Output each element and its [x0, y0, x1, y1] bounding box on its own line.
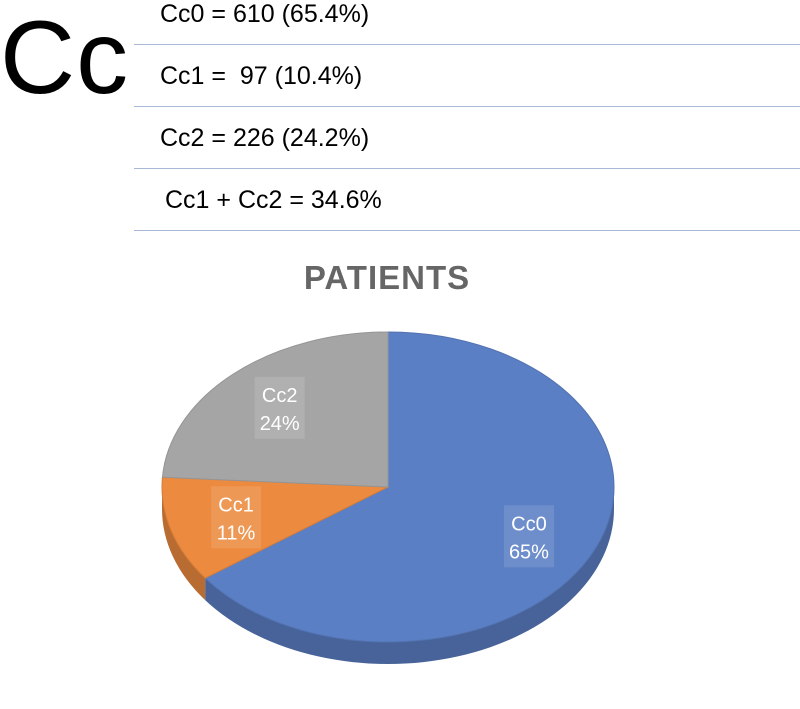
data-label-name: Cc1 [218, 494, 254, 516]
pie-side-cc1 [162, 487, 206, 601]
pie-tops [161, 331, 615, 643]
data-label-box [254, 376, 305, 439]
data-label-value: 24% [260, 413, 300, 435]
section-label: Cc [0, 0, 130, 116]
stat-row-cc2: Cc2 = 226 (24.2%) [134, 107, 800, 169]
pie-slice-cc1 [161, 476, 390, 579]
stat-text: Cc1 + Cc2 = 34.6% [165, 186, 382, 214]
stats-table: Cc0 = 610 (65.4%) Cc1 = 97 (10.4%) Cc2 =… [134, 0, 800, 231]
pie-slice-cc0 [204, 331, 615, 643]
pie-side-cc0 [205, 487, 614, 664]
data-label-value: 11% [217, 522, 256, 544]
stat-text: Cc2 = 226 (24.2%) [160, 124, 370, 152]
stat-row-cc1: Cc1 = 97 (10.4%) [134, 45, 800, 107]
chart-title: PATIENTS [303, 259, 471, 296]
data-label-name: Cc2 [262, 385, 298, 407]
data-label-box [503, 505, 554, 568]
stat-row-cc0: Cc0 = 610 (65.4%) [134, 0, 800, 45]
pie-sides [162, 487, 614, 664]
data-label-box [211, 486, 262, 549]
stat-text: Cc1 = 97 (10.4%) [160, 62, 363, 90]
data-label-name: Cc0 [511, 513, 547, 535]
pie-slice-cc2 [161, 331, 389, 488]
stat-row-sum: Cc1 + Cc2 = 34.6% [134, 169, 800, 231]
stat-text: Cc0 = 610 (65.4%) [160, 0, 370, 28]
data-label-value: 65% [509, 541, 549, 563]
